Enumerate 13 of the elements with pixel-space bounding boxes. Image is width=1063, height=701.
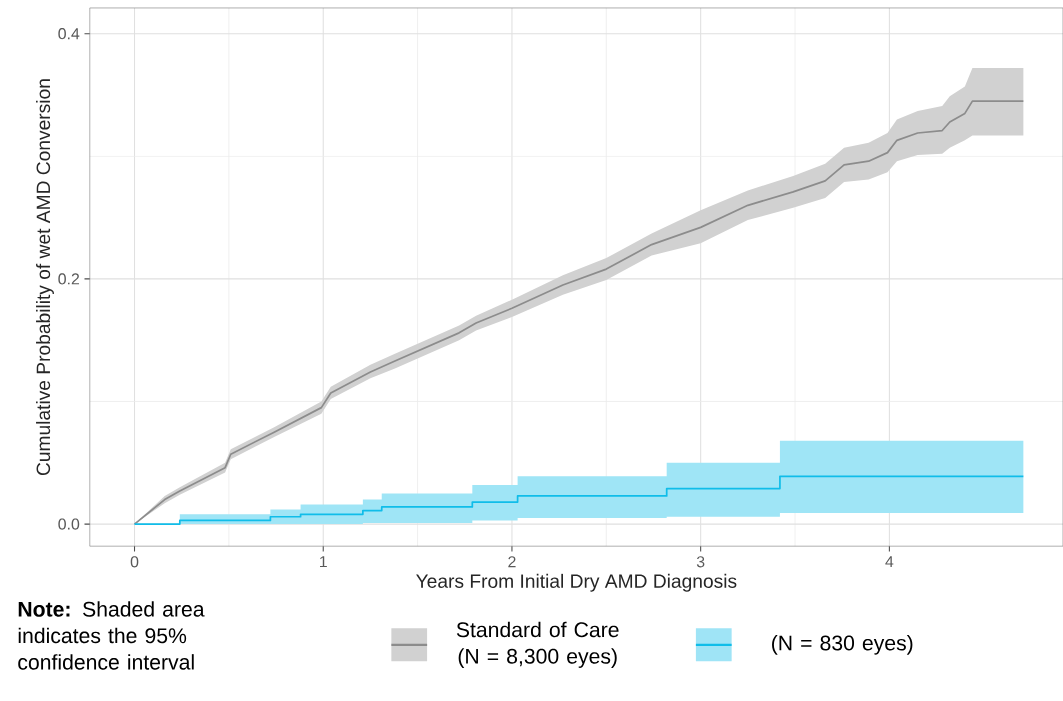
- x-tick-label: 0: [130, 556, 139, 568]
- x-tick-label: 4: [885, 556, 894, 568]
- legend-label: Standard of Care (N = 8,300 eyes): [456, 621, 619, 668]
- x-tick-label: 2: [508, 556, 516, 568]
- x-tick-label: 1: [320, 556, 327, 568]
- y-tick-label: 0.0: [58, 518, 80, 530]
- x-axis-title: Years From Initial Dry AMD Diagnosis: [416, 573, 737, 592]
- legend-label: (N = 830 eyes): [772, 634, 913, 655]
- text: Note: Shaded area indicates the 95% confidence interval: [18, 601, 205, 670]
- y-tick-label: 0.2: [58, 273, 80, 285]
- y-axis-title: Cumulative Probability of wet AMD Conversion: [36, 79, 54, 476]
- y-tick-label: 0.4: [58, 28, 80, 40]
- x-tick-label: 3: [696, 556, 705, 568]
